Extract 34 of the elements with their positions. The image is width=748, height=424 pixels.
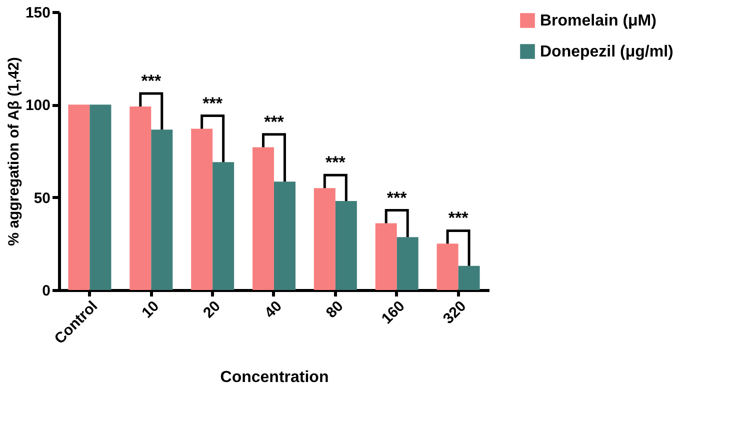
y-axis-title: % aggregation of Aβ (1,42) <box>5 57 22 246</box>
x-tick-label: 80 <box>322 298 347 322</box>
annotation: *** <box>326 153 346 172</box>
y-tick-label: 100 <box>25 97 50 114</box>
annotation: *** <box>448 208 469 228</box>
bar <box>151 130 173 290</box>
bar <box>314 188 336 290</box>
bar <box>90 104 112 290</box>
annotation: *** <box>141 72 162 91</box>
x-tick-label: 20 <box>200 298 224 322</box>
y-tick-label: 150 <box>25 4 50 22</box>
bar <box>375 223 397 290</box>
bar <box>458 266 480 290</box>
x-tick-label: 160 <box>378 298 408 328</box>
bar <box>274 182 296 290</box>
annotation: *** <box>386 188 408 208</box>
bar <box>130 106 152 290</box>
y-tick-label: 0 <box>42 282 50 300</box>
x-tick-label: 10 <box>138 298 162 322</box>
bar <box>436 244 458 290</box>
x-axis-title: Concentration <box>220 368 329 386</box>
legend-label: Bromelain (μM) <box>540 12 656 30</box>
y-tick-label: 50 <box>34 190 50 207</box>
x-tick-label: 40 <box>261 298 286 322</box>
legend-label: Donepezil (μg/ml) <box>540 44 674 60</box>
bar <box>191 128 213 290</box>
x-tick-label: 320 <box>440 298 470 328</box>
bar <box>68 104 90 290</box>
bar <box>396 237 418 290</box>
bar <box>335 201 357 290</box>
annotation: *** <box>202 94 223 113</box>
bar <box>212 162 234 290</box>
annotation: *** <box>264 112 284 132</box>
bar <box>252 147 274 290</box>
